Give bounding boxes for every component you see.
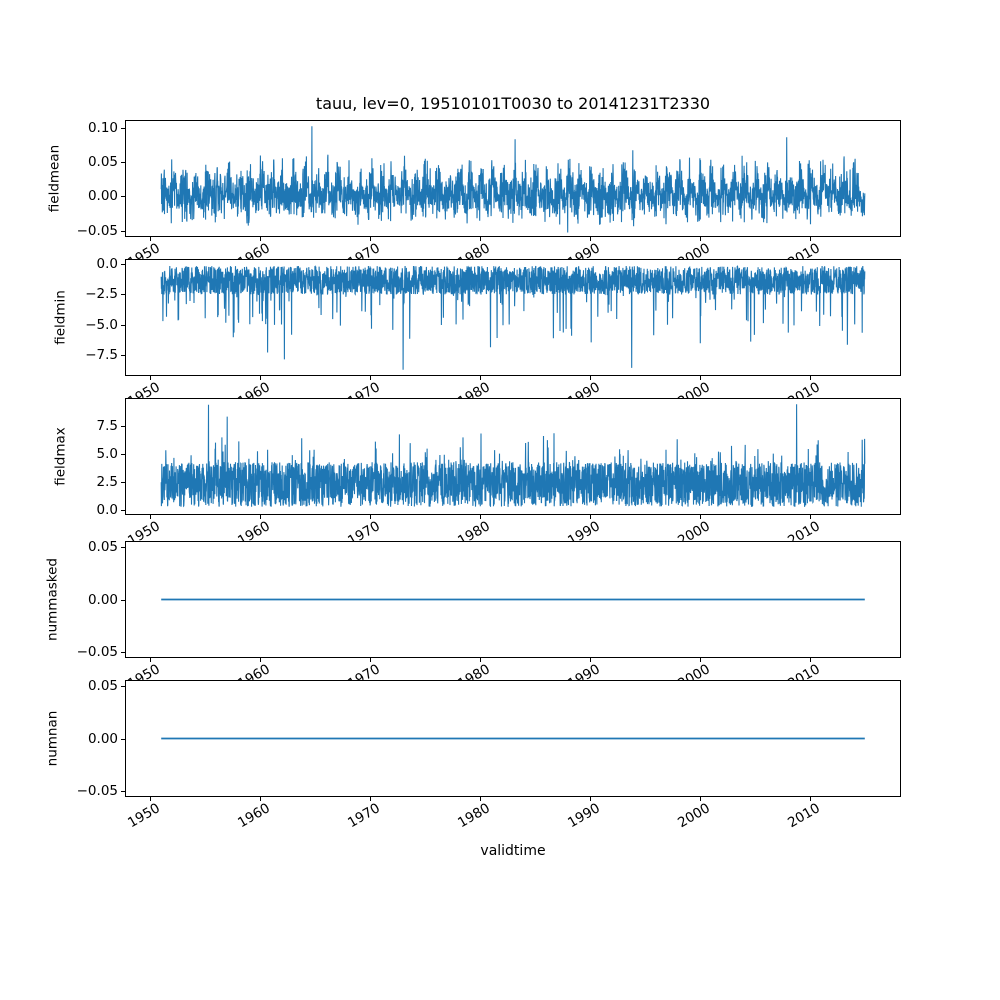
x-tick-mark bbox=[810, 658, 811, 662]
y-tick-mark bbox=[121, 791, 125, 792]
x-tick-mark bbox=[370, 658, 371, 662]
x-tick-mark bbox=[150, 237, 151, 241]
x-tick-mark bbox=[260, 658, 261, 662]
x-tick-mark bbox=[150, 658, 151, 662]
y-tick-label: −0.05 bbox=[76, 644, 118, 660]
y-axis-label-numnan: numnan bbox=[44, 710, 61, 766]
x-tick-label: 2000 bbox=[674, 800, 713, 832]
y-tick-label: 5.0 bbox=[96, 446, 118, 462]
x-tick-mark bbox=[700, 658, 701, 662]
x-tick-mark bbox=[590, 658, 591, 662]
y-tick-mark bbox=[121, 128, 125, 129]
x-tick-mark bbox=[480, 797, 481, 801]
y-tick-mark bbox=[121, 510, 125, 511]
x-tick-mark bbox=[700, 237, 701, 241]
x-tick-mark bbox=[480, 376, 481, 380]
y-tick-mark bbox=[121, 547, 125, 548]
y-tick-label: 0.05 bbox=[87, 678, 118, 694]
x-tick-mark bbox=[370, 515, 371, 519]
data-line-fieldmax bbox=[160, 404, 866, 508]
x-tick-mark bbox=[480, 237, 481, 241]
x-tick-mark bbox=[260, 797, 261, 801]
x-tick-mark bbox=[590, 237, 591, 241]
x-tick-mark bbox=[150, 797, 151, 801]
y-tick-mark bbox=[121, 686, 125, 687]
y-tick-label: 0.00 bbox=[87, 592, 118, 608]
x-tick-mark bbox=[260, 376, 261, 380]
y-tick-mark bbox=[121, 739, 125, 740]
y-tick-mark bbox=[121, 231, 125, 232]
y-tick-mark bbox=[121, 426, 125, 427]
y-axis-label-fieldmean: fieldmean bbox=[46, 144, 63, 212]
x-tick-mark bbox=[700, 376, 701, 380]
x-tick-mark bbox=[260, 515, 261, 519]
y-tick-label: −7.5 bbox=[85, 347, 118, 363]
x-tick-mark bbox=[150, 376, 151, 380]
x-tick-mark bbox=[590, 376, 591, 380]
y-tick-label: 0.05 bbox=[87, 539, 118, 555]
y-axis-label-fieldmax: fieldmax bbox=[52, 426, 69, 486]
y-tick-mark bbox=[121, 162, 125, 163]
x-tick-label: 1960 bbox=[234, 800, 273, 832]
x-tick-mark bbox=[480, 515, 481, 519]
x-tick-mark bbox=[480, 658, 481, 662]
y-tick-label: 2.5 bbox=[96, 474, 118, 490]
x-tick-mark bbox=[370, 376, 371, 380]
x-tick-mark bbox=[810, 376, 811, 380]
x-tick-mark bbox=[150, 515, 151, 519]
subplot-fieldmax bbox=[125, 398, 901, 515]
y-tick-mark bbox=[121, 454, 125, 455]
data-line-fieldmean bbox=[160, 126, 866, 233]
y-tick-mark bbox=[121, 294, 125, 295]
y-tick-mark bbox=[121, 264, 125, 265]
x-tick-mark bbox=[370, 797, 371, 801]
subplot-fieldmean bbox=[125, 120, 901, 237]
y-tick-label: −5.0 bbox=[85, 317, 118, 333]
subplot-numnan bbox=[125, 680, 901, 797]
x-tick-mark bbox=[810, 797, 811, 801]
plot-area-fieldmax bbox=[160, 404, 866, 508]
y-tick-label: 0.05 bbox=[87, 154, 118, 170]
y-tick-mark bbox=[121, 325, 125, 326]
y-tick-label: −0.05 bbox=[76, 783, 118, 799]
y-tick-label: 0.00 bbox=[87, 731, 118, 747]
y-tick-mark bbox=[121, 196, 125, 197]
y-tick-label: 0.10 bbox=[87, 120, 118, 136]
x-tick-mark bbox=[700, 515, 701, 519]
y-tick-label: 0.00 bbox=[87, 188, 118, 204]
subplot-fieldmin bbox=[125, 259, 901, 376]
y-tick-label: −0.05 bbox=[76, 223, 118, 239]
x-tick-label: 1950 bbox=[124, 800, 163, 832]
x-tick-mark bbox=[590, 515, 591, 519]
y-tick-mark bbox=[121, 482, 125, 483]
y-tick-mark bbox=[121, 652, 125, 653]
plot-area-fieldmin bbox=[160, 265, 866, 370]
y-tick-label: 7.5 bbox=[96, 418, 118, 434]
x-tick-mark bbox=[260, 237, 261, 241]
data-line-fieldmin bbox=[160, 265, 866, 370]
x-tick-mark bbox=[810, 515, 811, 519]
y-tick-label: 0.0 bbox=[96, 502, 118, 518]
x-tick-mark bbox=[590, 797, 591, 801]
y-tick-mark bbox=[121, 600, 125, 601]
plot-area-nummasked bbox=[161, 598, 865, 601]
x-tick-label: 1970 bbox=[344, 800, 383, 832]
x-tick-mark bbox=[370, 237, 371, 241]
y-tick-label: 0.0 bbox=[96, 256, 118, 272]
x-tick-label: 2010 bbox=[784, 800, 823, 832]
x-tick-mark bbox=[700, 797, 701, 801]
x-tick-label: 1990 bbox=[564, 800, 603, 832]
y-axis-label-fieldmin: fieldmin bbox=[52, 289, 69, 345]
x-tick-label: 1980 bbox=[454, 800, 493, 832]
x-axis-label: validtime bbox=[480, 843, 546, 859]
plot-area-numnan bbox=[161, 737, 865, 740]
figure-title: tauu, lev=0, 19510101T0030 to 20141231T2… bbox=[315, 94, 711, 113]
y-tick-mark bbox=[121, 355, 125, 356]
subplot-nummasked bbox=[125, 541, 901, 658]
x-tick-mark bbox=[810, 237, 811, 241]
plot-area-fieldmean bbox=[160, 126, 866, 233]
y-axis-label-nummasked: nummasked bbox=[44, 557, 61, 641]
y-tick-label: −2.5 bbox=[85, 286, 118, 302]
